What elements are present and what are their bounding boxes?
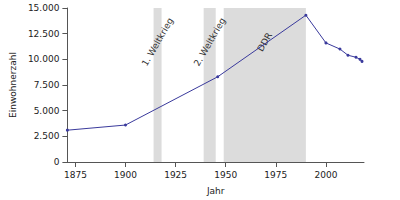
svg-text:2.500: 2.500 (34, 131, 60, 141)
svg-text:7.500: 7.500 (34, 80, 60, 90)
svg-text:10.000: 10.000 (28, 54, 60, 64)
svg-text:2. Weltkrieg: 2. Weltkrieg (192, 16, 228, 68)
svg-text:2000: 2000 (314, 170, 337, 180)
svg-text:12.500: 12.500 (28, 29, 60, 39)
svg-text:1875: 1875 (64, 170, 87, 180)
svg-text:1900: 1900 (114, 170, 137, 180)
svg-text:5.000: 5.000 (34, 106, 60, 116)
svg-text:Einwohnerzahl: Einwohnerzahl (8, 52, 18, 118)
svg-text:15.000: 15.000 (28, 3, 60, 13)
svg-text:Jahr: Jahr (206, 186, 225, 196)
svg-text:DDR: DDR (255, 31, 274, 53)
svg-text:1975: 1975 (264, 170, 287, 180)
svg-text:1. Weltkrieg: 1. Weltkrieg (140, 16, 176, 68)
svg-text:0: 0 (54, 157, 60, 167)
svg-text:1925: 1925 (164, 170, 187, 180)
svg-text:1950: 1950 (214, 170, 237, 180)
